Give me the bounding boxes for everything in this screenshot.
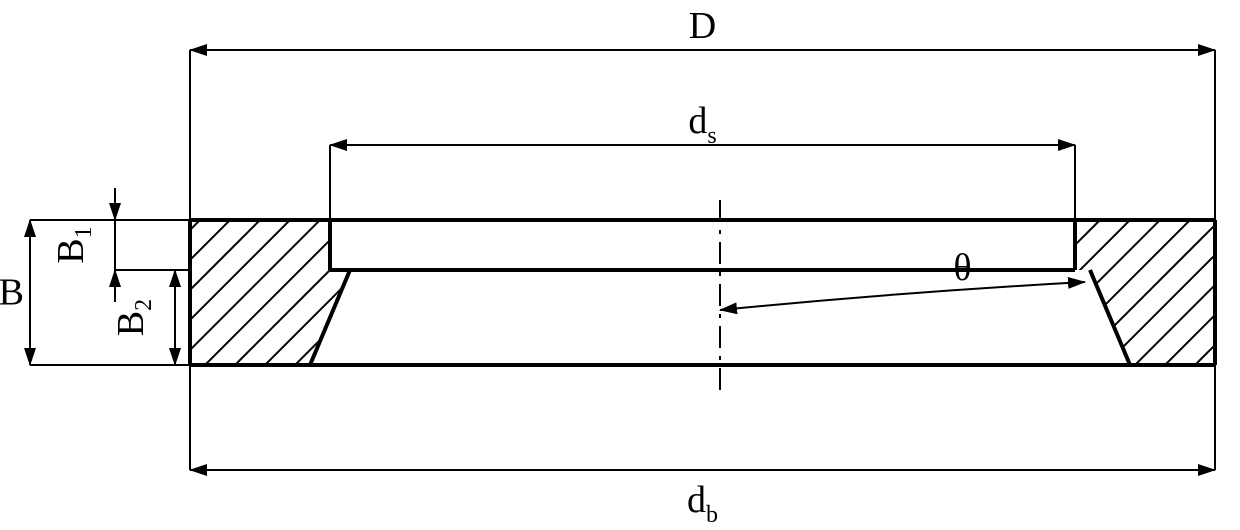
svg-text:db: db — [687, 479, 718, 528]
svg-text:B1: B1 — [50, 226, 97, 263]
svg-text:B: B — [0, 272, 24, 314]
engineering-drawing: Dds db B B1 B2 θ — [0, 0, 1240, 530]
svg-text:ds: ds — [688, 100, 716, 149]
svg-text:D: D — [689, 5, 716, 47]
hatch-section-right — [0, 0, 1240, 530]
svg-text:θ: θ — [953, 247, 971, 289]
dimension-labels: Dds db B B1 B2 θ — [0, 5, 972, 528]
dimension-lines — [30, 50, 1215, 470]
hatch-section-left — [0, 0, 1240, 530]
angle-theta — [720, 282, 1085, 310]
part-outline — [190, 220, 1215, 365]
svg-text:B2: B2 — [110, 299, 157, 336]
